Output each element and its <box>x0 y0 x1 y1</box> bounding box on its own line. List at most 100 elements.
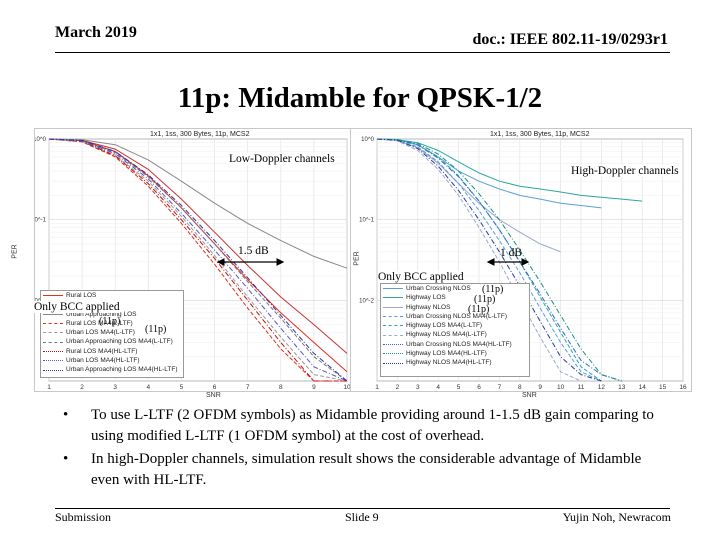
right-plot-legend: Urban Crossing NLOS Highway LOS Highway NL… <box>380 283 530 377</box>
right-plot-series-line <box>376 138 622 382</box>
bullet-1: • To use L-LTF (2 OFDM symbols) as Midam… <box>63 405 661 447</box>
right-plot-series-line <box>376 138 622 382</box>
left-plot-legend-entry: Urban Approaching LOS MA4(L-LTF) <box>41 337 183 346</box>
right-annotation-11p-b: (11p) <box>474 294 496 305</box>
footer-center: Slide 9 <box>345 510 379 524</box>
left-plot: 1234567891010^010^-110^-2 <box>34 128 356 392</box>
right-plot-x-tick-label: 3 <box>416 384 420 391</box>
left-plot-legend-entry: Urban LOS MA4(L-LTF) <box>41 328 183 337</box>
bullet-2: • In high-Doppler channels, simulation r… <box>63 449 661 491</box>
left-plot-legend-swatch <box>43 341 63 343</box>
left-plot-legend-entry: Urban LOS MA4(HL-LTF) <box>41 356 183 365</box>
left-plot-series-line <box>48 138 347 382</box>
left-plot-legend-entry: Urban Approaching LOS MA4(HL-LTF) <box>41 365 183 374</box>
left-plot-x-tick-label: 10 <box>343 384 351 391</box>
left-plot-x-tick-label: 9 <box>312 384 316 391</box>
right-plot-legend-swatch <box>383 353 403 355</box>
left-annotation-gain: 1.5 dB <box>238 245 269 257</box>
left-plot-legend-swatch <box>43 350 63 352</box>
left-plot-legend-label: Urban Approaching LOS <box>66 310 137 318</box>
right-plot-legend-label: Urban Crossing NLOS MA4(HL-LTF) <box>406 340 512 348</box>
right-plot-legend-label: Highway LOS <box>406 294 446 302</box>
left-plot-x-tick-label: 7 <box>246 384 250 391</box>
left-plot-legend-label: Urban LOS MA4(L-LTF) <box>66 329 135 337</box>
right-plot-xlabel: SNR <box>522 392 537 399</box>
right-plot-legend-swatch <box>383 288 403 290</box>
bullet-marker: • <box>63 451 69 467</box>
right-plot-series-line <box>376 138 602 382</box>
left-plot-legend-swatch <box>43 360 63 362</box>
right-annotation-11p-c: (11p) <box>468 304 490 315</box>
footer-rule <box>55 508 670 509</box>
left-plot-x-tick-label: 4 <box>147 384 151 391</box>
slide-title: 11p: Midamble for QPSK-1/2 <box>177 82 543 114</box>
right-plot-legend-label: Highway LOS MA4(HL-LTF) <box>406 350 487 358</box>
right-plot-legend-swatch <box>383 334 403 336</box>
right-plot-x-tick-label: 1 <box>375 384 379 391</box>
right-plot-x-tick-label: 2 <box>396 384 400 391</box>
header-doc-id: doc.: IEEE 802.11-19/0293r1 <box>472 31 668 48</box>
left-plot-series-line <box>48 138 348 354</box>
left-plot-series-line <box>48 138 347 382</box>
right-plot-x-tick-label: 10 <box>557 384 565 391</box>
right-plot-legend-entry: Urban Crossing NLOS MA4(HL-LTF) <box>381 340 529 349</box>
left-plot-x-tick-label: 2 <box>80 384 84 391</box>
right-plot-x-tick-label: 7 <box>498 384 502 391</box>
left-plot-series-line <box>48 138 348 382</box>
right-plot-legend-entry: Highway LOS MA4(L-LTF) <box>381 321 529 330</box>
bullet-marker: • <box>63 407 69 423</box>
right-plot-x-tick-label: 12 <box>598 384 606 391</box>
left-plot-x-tick-label: 5 <box>180 384 184 391</box>
left-plot-legend-swatch <box>43 295 63 297</box>
footer-right: Yujin Noh, Newracom <box>562 510 671 524</box>
right-plot-series-line <box>376 138 643 202</box>
left-plot-legend-label: Urban Approaching LOS MA4(L-LTF) <box>66 338 173 346</box>
right-plot-legend-entry: Highway NLOS <box>381 303 529 312</box>
left-plot-y-tick-label: 10^-1 <box>35 218 47 224</box>
right-plot-legend-swatch <box>383 325 403 327</box>
left-plot-legend-entry: Urban Approaching LOS <box>41 310 183 319</box>
left-plot-xlabel: SNR <box>206 392 221 399</box>
right-plot-x-tick-label: 6 <box>477 384 481 391</box>
left-plot-legend-label: Rural LOS MA4(HL-LTF) <box>66 347 138 355</box>
right-plot-y-tick-label: 10^0 <box>361 137 374 143</box>
left-annotation-channels: Low-Doppler channels <box>229 153 335 165</box>
left-plot-legend-entry: Rural LOS MA4(HL-LTF) <box>41 347 183 356</box>
right-plot-legend-entry: Highway NLOS MA4(L-LTF) <box>381 330 529 339</box>
right-plot-legend-entry: Urban Crossing NLOS <box>381 284 529 293</box>
left-plot-legend-swatch <box>43 332 63 334</box>
right-annotation-11p-a: (11p) <box>482 284 504 295</box>
right-plot-legend-label: Urban Crossing NLOS <box>406 285 471 292</box>
left-plot-legend-entry: Rural LOS <box>41 291 183 300</box>
right-plot-legend-entry: Highway LOS MA4(HL-LTF) <box>381 349 529 358</box>
left-plot-svg: 1234567891010^010^-110^-2 <box>35 137 351 391</box>
right-plot-legend-swatch <box>383 306 403 308</box>
right-plot-legend-label: Highway NLOS MA4(HL-LTF) <box>406 359 492 367</box>
left-plot-legend-swatch <box>43 313 63 315</box>
left-plot-x-tick-label: 1 <box>47 384 51 391</box>
right-plot-x-tick-label: 11 <box>578 384 585 391</box>
left-annotation-11p: (11p) <box>99 316 121 327</box>
right-plot-legend-swatch <box>383 362 403 364</box>
left-plot-series-line <box>48 138 348 269</box>
right-annotation-bcc: Only BCC applied <box>378 271 464 283</box>
right-plot-legend-label: Highway NLOS MA4(L-LTF) <box>406 331 487 339</box>
left-plot-legend-label: Urban Approaching LOS MA4(HL-LTF) <box>66 366 178 374</box>
bullet-2-text: In high-Doppler channels, simulation res… <box>91 451 642 488</box>
left-plot-series-line <box>48 138 348 382</box>
left-plot-legend-swatch <box>43 369 63 371</box>
right-plot-x-tick-label: 15 <box>659 384 667 391</box>
right-plot-legend-swatch <box>383 343 403 345</box>
left-plot-legend-entry: Rural LOS MA4(L-LTF) <box>41 319 183 328</box>
right-plot-x-tick-label: 9 <box>538 384 542 391</box>
left-plot-y-tick-label: 10^0 <box>35 137 47 143</box>
left-plot-x-tick-label: 6 <box>213 384 217 391</box>
right-plot-x-tick-label: 16 <box>679 384 687 391</box>
left-plot-legend-label: Rural LOS MA4(L-LTF) <box>66 319 133 327</box>
right-plot-x-tick-label: 4 <box>436 384 440 391</box>
right-plot-legend-swatch <box>383 316 403 318</box>
left-plot-legend-label: Rural LOS <box>66 292 97 299</box>
right-plot-legend-swatch <box>383 297 403 299</box>
left-annotation-bcc: Only BCC applied <box>34 301 120 313</box>
